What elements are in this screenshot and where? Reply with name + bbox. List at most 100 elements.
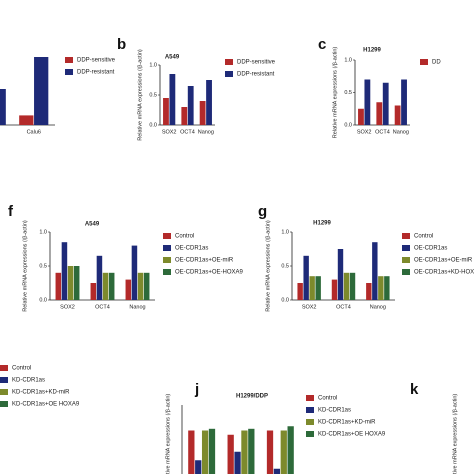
chart-title: H1299 [363, 48, 381, 54]
legend-swatch [163, 257, 171, 263]
legend-label: KD-CDR1as+OE HOXA9 [12, 402, 80, 408]
x-tick-label: SOX2 [162, 129, 177, 135]
legend-label: Control [318, 396, 337, 402]
bar [382, 82, 389, 125]
x-tick-label: OCT4 [375, 129, 390, 135]
y-tick-label: 0.5 [39, 263, 47, 269]
legend-label: DDP-resistant [77, 70, 115, 76]
y-tick-label: 0.0 [344, 122, 352, 128]
bar [169, 74, 176, 125]
legend-swatch [306, 419, 314, 425]
y-tick-label: 1.0 [344, 57, 352, 63]
x-tick-label: OCT4 [95, 304, 110, 310]
bar [163, 98, 169, 125]
legend-label: OE-CDR1as [414, 246, 447, 252]
chart-title: A549 [85, 222, 100, 228]
bar [331, 279, 338, 300]
legend-label: OE-CDR1as+OE-miR [175, 258, 234, 264]
bar [297, 283, 303, 300]
bar [349, 272, 356, 300]
legend-label: OE-CDR1as+OE-HOXA9 [175, 270, 244, 276]
y-axis-label: Relative mRNA expressions (/β-actin) [137, 49, 143, 141]
bar [372, 242, 378, 300]
chart-title: H1299 [313, 221, 331, 227]
legend-label: Control [414, 234, 433, 240]
legend-swatch [306, 431, 314, 437]
bar [208, 428, 216, 474]
bar [227, 434, 234, 474]
legend-swatch [0, 377, 8, 383]
bar [199, 101, 206, 125]
bar [280, 430, 287, 474]
legend-label: Control [175, 234, 194, 240]
panel-label: g [258, 203, 267, 220]
panel-label: f [8, 203, 14, 220]
x-tick-label: SOX2 [60, 304, 75, 310]
bar [187, 86, 194, 125]
bar [378, 276, 384, 300]
bar [273, 468, 281, 474]
x-tick-label: SOX2 [357, 129, 372, 135]
bar [394, 105, 401, 125]
bar [201, 430, 209, 474]
panel-label: c [318, 36, 326, 53]
y-axis-label: Relative mRNA expressions (/β-actin) [452, 394, 458, 474]
panel-label: j [194, 381, 199, 398]
bar [241, 430, 248, 474]
bar [19, 115, 34, 125]
bar [287, 426, 294, 474]
bar [90, 283, 97, 300]
chart-title: H1299/DDP [236, 394, 268, 400]
panel-label: k [410, 381, 419, 398]
y-tick-label: 0.5 [281, 263, 289, 269]
legend-swatch [306, 407, 314, 413]
y-axis-label: Relative mRNA expressions (/β-actin) [265, 220, 271, 312]
legend-swatch [0, 401, 8, 407]
legend-label: OE-CDR1as [175, 246, 208, 252]
y-tick-label: 0.5 [149, 92, 157, 98]
bar [266, 430, 274, 474]
legend-label: KD-CDR1as [12, 378, 45, 384]
y-axis-label: Relative mRNA expressions (/β-actin) [22, 220, 28, 312]
bar [358, 108, 364, 125]
legend-swatch [163, 245, 171, 251]
bar [73, 266, 80, 300]
bar [315, 276, 321, 300]
bar [384, 276, 390, 300]
bar [181, 107, 188, 125]
panel-label: b [117, 36, 126, 53]
bar [55, 272, 62, 300]
y-tick-label: 1.0 [149, 62, 157, 68]
legend-label: KD-CDR1as+KD-miR [12, 390, 70, 396]
legend-swatch [163, 233, 171, 239]
x-tick-label: Nanog [370, 304, 386, 310]
legend-label: OE-CDR1as+KD-HOXA9 [414, 270, 474, 276]
x-tick-label: OCT4 [336, 304, 351, 310]
bar [376, 102, 383, 125]
legend-label: DDP-resistant [237, 72, 275, 78]
x-tick-label: Nanog [393, 129, 409, 135]
legend-swatch [0, 365, 8, 371]
bar [343, 272, 350, 300]
legend-swatch [402, 269, 410, 275]
legend-label: KD-CDR1as+OE HOXA9 [318, 432, 386, 438]
y-tick-label: 0.5 [344, 90, 352, 96]
legend-swatch [0, 389, 8, 395]
legend-label: KD-CDR1as [318, 408, 351, 414]
y-tick-label: 0.0 [149, 122, 157, 128]
bar [309, 276, 315, 300]
x-tick-label: OCT4 [180, 129, 195, 135]
legend-label: KD-CDR1as+KD-miR [318, 420, 376, 426]
bar [0, 89, 6, 125]
legend-swatch [65, 57, 73, 63]
bar [61, 242, 68, 300]
bar [131, 245, 138, 300]
legend-swatch [163, 269, 171, 275]
legend-label: DD [432, 60, 441, 66]
bar [364, 79, 371, 125]
y-tick-label: 1.0 [281, 229, 289, 235]
bar [143, 272, 150, 300]
bar [34, 57, 49, 125]
bar [337, 249, 344, 300]
